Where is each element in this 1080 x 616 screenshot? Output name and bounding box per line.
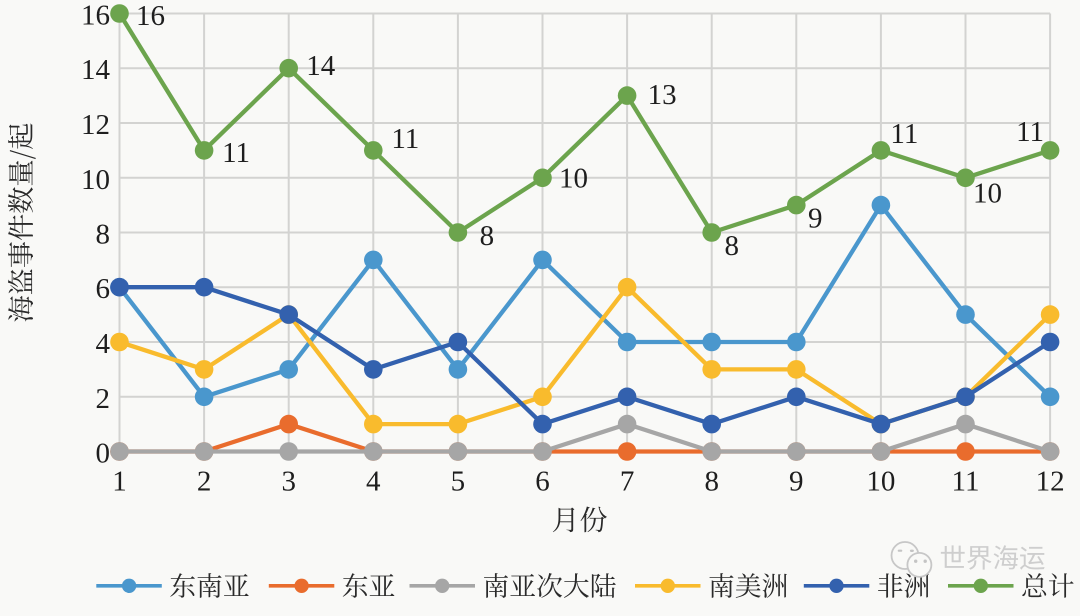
svg-text:2: 2 [197,466,212,498]
svg-text:10: 10 [866,466,895,498]
svg-text:4: 4 [96,328,111,360]
svg-text:16: 16 [81,0,110,32]
svg-text:16: 16 [136,0,165,32]
svg-text:8: 8 [724,230,739,262]
svg-text:3: 3 [281,466,296,498]
svg-text:9: 9 [808,203,823,235]
svg-text:0: 0 [96,438,111,470]
svg-text:5: 5 [451,466,466,498]
svg-text:10: 10 [973,177,1002,209]
svg-text:10: 10 [81,164,110,196]
svg-text:9: 9 [789,466,804,498]
svg-text:6: 6 [96,273,111,305]
svg-text:8: 8 [96,219,111,251]
svg-text:1: 1 [112,466,127,498]
svg-text:10: 10 [559,162,588,194]
svg-text:8: 8 [704,466,719,498]
svg-text:14: 14 [81,54,111,86]
svg-text:11: 11 [1016,116,1044,148]
svg-text:13: 13 [648,79,677,111]
svg-text:7: 7 [620,466,635,498]
svg-text:12: 12 [1036,466,1065,498]
svg-text:12: 12 [81,109,110,141]
svg-text:11: 11 [952,466,980,498]
svg-text:11: 11 [222,137,250,169]
svg-text:6: 6 [535,466,550,498]
svg-text:14: 14 [306,50,336,82]
svg-text:11: 11 [391,123,419,155]
svg-text:8: 8 [480,220,495,252]
svg-text:4: 4 [366,466,381,498]
svg-text:11: 11 [890,118,918,150]
svg-text:2: 2 [96,383,111,415]
